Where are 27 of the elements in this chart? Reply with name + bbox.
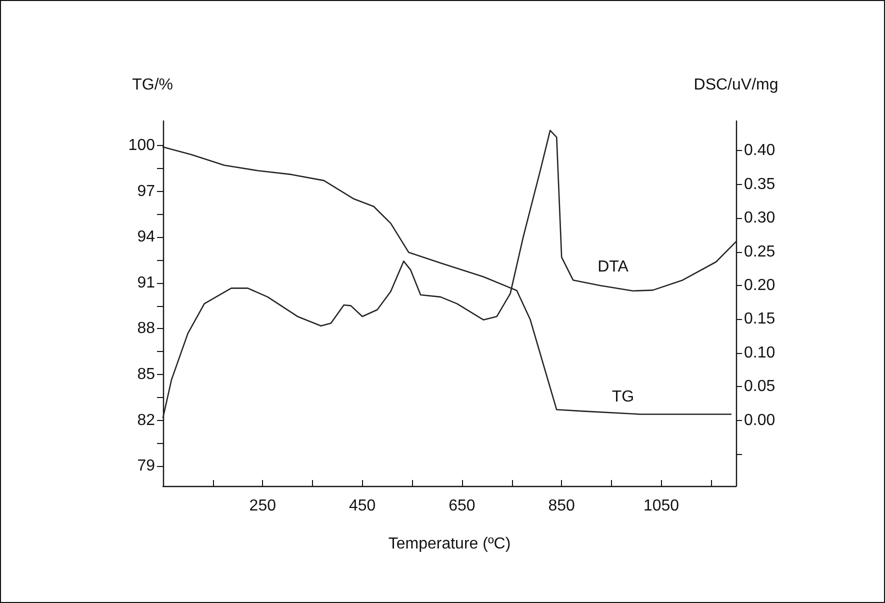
y2-tick-label: 0.25	[744, 243, 776, 260]
y-tick-label: 91	[137, 274, 156, 292]
text: 0.30	[744, 210, 776, 227]
x-tick-label: 650	[448, 498, 476, 514]
annotation: DTA	[598, 258, 629, 276]
y-tick-label: 79	[137, 458, 156, 475]
x-tick-label: 450	[348, 498, 376, 514]
y-tick-label: 97	[137, 182, 156, 200]
y2-axis-title: DSC/uV/mg	[694, 76, 778, 94]
annotation: TG	[612, 388, 634, 406]
y-tick-label: 100	[128, 136, 156, 154]
y-tick-label: 88	[137, 320, 156, 338]
x-tick-label: 850	[548, 498, 576, 514]
y2-tick-label: 0.05	[744, 378, 776, 396]
x-axis-title: Temperature (ºC)	[388, 536, 511, 552]
x-tick-label: 250	[249, 498, 276, 514]
text: 0.40	[744, 142, 776, 160]
y2-tick-label: 0.35	[744, 176, 776, 193]
y-axis-title: TG/%	[132, 76, 173, 94]
text: 0.10	[744, 344, 776, 362]
x-tick-label: 1050	[643, 498, 680, 514]
y2-tick-label: 0.15	[744, 310, 776, 328]
text: 0.20	[744, 276, 776, 294]
y-tick-label: 82	[137, 412, 156, 429]
y-tick-label: 94	[137, 228, 156, 246]
y-tick-label: 85	[137, 366, 156, 384]
text: 0.00	[744, 412, 776, 429]
